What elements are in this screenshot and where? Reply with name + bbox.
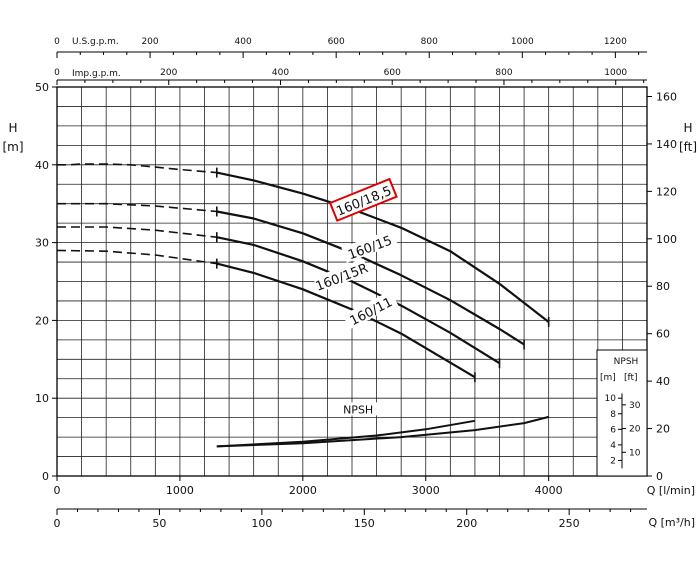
head-ft-axis-title: H [683, 121, 692, 135]
head-m-axis-unit: [m] [2, 140, 23, 154]
flow-usgpm-tick-label: 200 [141, 37, 158, 47]
flow-impgpm-tick-label: 200 [160, 68, 177, 78]
curve-label-group-1: 160/15 [341, 229, 398, 263]
head-ft-tick-label: 80 [656, 280, 670, 293]
npsh-ft-tick-label: 20 [629, 425, 641, 435]
flow-impgpm-tick-label: 800 [495, 68, 512, 78]
flow-m3h-tick-label: 250 [559, 517, 580, 530]
head-ft-tick-label: 0 [656, 470, 663, 483]
npsh-unit-ft: [ft] [624, 373, 638, 383]
head-ft-tick-label: 20 [656, 423, 670, 436]
flow-impgpm-tick-label: 0 [54, 68, 60, 78]
flow-m3h-tick-label: 50 [152, 517, 166, 530]
head-curve-3 [216, 262, 476, 379]
curve-label-backdrop [341, 229, 398, 263]
head-m-tick-label: 30 [35, 237, 49, 250]
flow-impgpm-tick-label: 400 [272, 68, 289, 78]
npsh-curve-label: NPSH [343, 403, 373, 416]
head-curve-1 [216, 210, 525, 346]
head-curve-2 [216, 236, 501, 365]
npsh-label-backdrop [339, 402, 378, 416]
npsh-unit-m: [m] [600, 373, 616, 383]
flow-usgpm-tick-label: 800 [421, 37, 438, 47]
curve-label-group-2: 160/15R [313, 258, 371, 295]
flow-lmin-tick-label: 0 [54, 484, 61, 497]
flow-lmin-tick-label: 3000 [412, 484, 440, 497]
head-m-tick-label: 50 [35, 81, 49, 94]
head-curve-dashed-2 [57, 226, 217, 238]
flow-m3h-axis-title: Q [m³/h] [648, 516, 695, 529]
npsh-m-tick-label: 10 [605, 394, 617, 404]
flow-impgpm-tick-label: 600 [384, 68, 401, 78]
head-curve-0 [216, 171, 550, 323]
head-curve-dashed-3 [56, 249, 217, 265]
head-m-tick-label: 10 [35, 392, 49, 405]
head-curve-dashed-1 [57, 202, 217, 213]
curve-label-group-3: 160/11 [342, 290, 398, 330]
labels-layer: 160/18,5160/15160/15R160/11246810102030N… [313, 177, 641, 469]
plot-frame [56, 86, 648, 477]
head-m-axis-title: H [8, 121, 17, 135]
curve-label-backdrop [313, 258, 370, 293]
npsh-m-tick-label: 4 [610, 441, 616, 451]
flow-impgpm-tick-label: 1000 [604, 68, 627, 78]
npsh-ft-tick-label: 30 [629, 401, 641, 411]
head-ft-tick-label: 40 [656, 375, 670, 388]
flow-usgpm-tick-label: 1000 [511, 37, 534, 47]
head-ft-tick-label: 60 [656, 328, 670, 341]
npsh-ft-tick-label: 10 [629, 448, 641, 458]
flow-usgpm-tick-label: 400 [235, 37, 252, 47]
flow-lmin-axis-title: Q [l/min] [647, 484, 695, 497]
flow-lmin-tick-label: 4000 [535, 484, 563, 497]
axes-layer: H [m] H [ft] Q [l/min] Q [m³/h] U.S.g.p.… [2, 37, 697, 530]
curve-label-backdrop [342, 290, 398, 330]
flow-m3h-tick-label: 200 [456, 517, 477, 530]
head-ft-tick-label: 120 [656, 185, 677, 198]
head-m-tick-label: 20 [35, 314, 49, 327]
head-curve-dashed-0 [57, 163, 217, 174]
npsh-m-tick-label: 2 [610, 456, 616, 466]
head-ft-tick-label: 100 [656, 233, 677, 246]
highlight-frame [328, 177, 398, 222]
flow-usgpm-axis-title: U.S.g.p.m. [72, 37, 119, 47]
flow-m3h-tick-label: 0 [54, 517, 61, 530]
flow-usgpm-tick-label: 600 [328, 37, 345, 47]
head-ft-axis-unit: [ft] [679, 140, 697, 154]
curve-label-2: 160/15R [314, 261, 371, 295]
head-ft-tick-label: 160 [656, 90, 677, 103]
head-m-tick-label: 40 [35, 159, 49, 172]
flow-m3h-tick-label: 150 [354, 517, 375, 530]
flow-usgpm-tick-label: 0 [54, 37, 60, 47]
flow-impgpm-axis-title: Imp.g.p.m. [72, 69, 121, 79]
series-layer [56, 163, 550, 448]
npsh-m-tick-label: 6 [610, 425, 616, 435]
flow-m3h-tick-label: 100 [251, 517, 272, 530]
npsh-box-title: NPSH [614, 357, 639, 367]
npsh-m-tick-label: 8 [610, 410, 616, 420]
head-ft-tick-label: 140 [656, 138, 677, 151]
head-m-tick-label: 0 [42, 470, 49, 483]
flow-lmin-tick-label: 1000 [166, 484, 194, 497]
flow-usgpm-tick-label: 1200 [604, 37, 627, 47]
flow-lmin-tick-label: 2000 [289, 484, 317, 497]
npsh-curve-1 [216, 415, 549, 448]
curve-label-3: 160/11 [348, 295, 396, 329]
